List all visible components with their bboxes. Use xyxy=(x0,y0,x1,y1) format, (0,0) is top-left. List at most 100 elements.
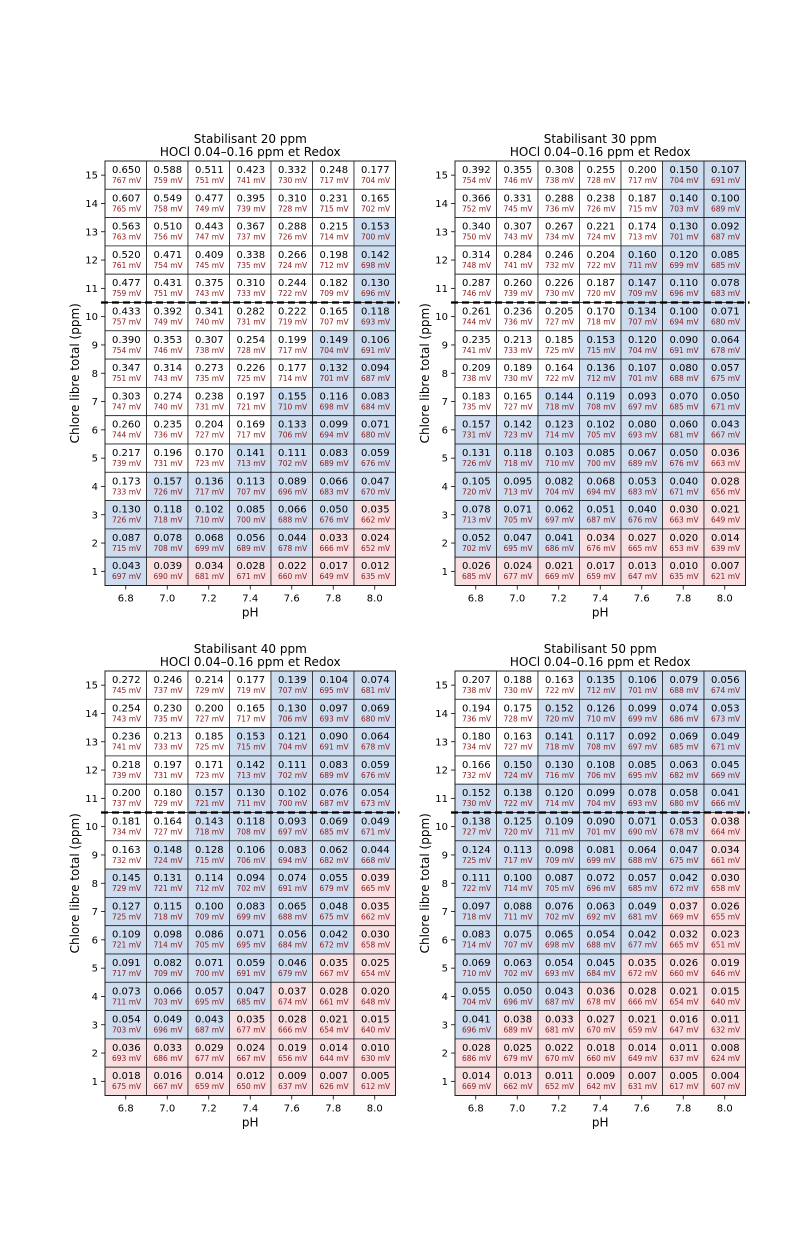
redox-value: 704 mV xyxy=(462,997,492,1006)
cell-background xyxy=(662,358,705,388)
x-tick-label: 8.0 xyxy=(367,594,383,605)
redox-value: 727 mV xyxy=(504,402,534,411)
redox-value: 718 mV xyxy=(154,912,184,921)
cell-background xyxy=(353,245,396,275)
hocl-value: 0.106 xyxy=(361,335,390,346)
cell-background xyxy=(270,925,313,955)
redox-value: 707 mV xyxy=(320,318,350,327)
hocl-value: 0.033 xyxy=(320,533,349,544)
cell-background xyxy=(104,897,147,927)
cell-background xyxy=(662,953,705,983)
redox-value: 684 mV xyxy=(587,969,617,978)
redox-value: 689 mV xyxy=(320,459,350,468)
cell-background xyxy=(270,358,313,388)
hocl-value: 0.083 xyxy=(462,930,491,941)
hocl-value: 0.477 xyxy=(112,278,141,289)
hocl-value: 0.078 xyxy=(462,505,491,516)
cell-background xyxy=(146,556,189,586)
cell-background xyxy=(620,953,663,983)
cell-background xyxy=(537,245,580,275)
redox-value: 711 mV xyxy=(237,799,267,808)
hocl-value: 0.153 xyxy=(237,732,266,743)
redox-value: 718 mV xyxy=(462,912,492,921)
hocl-value: 0.045 xyxy=(711,760,740,771)
hocl-value: 0.063 xyxy=(587,901,616,912)
hocl-value: 0.044 xyxy=(278,533,307,544)
cell-background xyxy=(454,386,497,417)
hocl-value: 0.118 xyxy=(154,505,183,516)
cell-background xyxy=(496,330,539,360)
cell-background xyxy=(579,1038,622,1068)
hocl-value: 0.083 xyxy=(361,391,390,402)
x-tick-label: 7.8 xyxy=(325,1104,341,1115)
hocl-value: 0.028 xyxy=(711,476,740,487)
redox-value: 726 mV xyxy=(154,487,184,496)
redox-value: 670 mV xyxy=(545,1054,575,1063)
hocl-value: 0.005 xyxy=(361,1071,390,1082)
cell-background xyxy=(579,500,622,530)
redox-value: 709 mV xyxy=(545,856,575,865)
cell-background xyxy=(270,500,313,530)
hocl-value: 0.209 xyxy=(462,363,491,374)
cell-background xyxy=(187,443,230,473)
redox-value: 694 mV xyxy=(278,856,308,865)
redox-value: 671 mV xyxy=(711,402,741,411)
x-axis-label: pH xyxy=(242,1116,259,1130)
y-tick-label: 12 xyxy=(435,766,448,777)
redox-value: 702 mV xyxy=(237,884,267,893)
redox-value: 688 mV xyxy=(670,686,700,695)
hocl-value: 0.064 xyxy=(628,845,657,856)
cell-background xyxy=(146,358,189,388)
cell-background xyxy=(270,386,313,417)
hocl-value: 0.090 xyxy=(670,335,699,346)
hocl-value: 0.041 xyxy=(711,788,740,799)
redox-value: 754 mV xyxy=(154,261,184,270)
cell-background xyxy=(454,953,497,983)
redox-value: 718 mV xyxy=(587,318,617,327)
redox-value: 676 mV xyxy=(320,516,350,525)
cell-background xyxy=(146,925,189,955)
redox-value: 675 mV xyxy=(711,374,741,383)
hocl-value: 0.035 xyxy=(237,1015,266,1026)
cell-background xyxy=(353,670,396,700)
hocl-value: 0.028 xyxy=(237,561,266,572)
cell-background xyxy=(270,755,313,785)
cell-background xyxy=(579,273,622,303)
redox-value: 678 mV xyxy=(670,828,700,837)
hocl-value: 0.016 xyxy=(670,1015,699,1026)
x-tick-label: 6.8 xyxy=(118,594,134,605)
x-tick-label: 7.0 xyxy=(159,594,175,605)
cell-background xyxy=(703,443,746,473)
hocl-value: 0.047 xyxy=(504,533,533,544)
cell-background xyxy=(270,812,313,842)
redox-value: 715 mV xyxy=(237,743,267,752)
hocl-value: 0.047 xyxy=(361,476,390,487)
redox-value: 687 mV xyxy=(195,1026,225,1035)
cell-background xyxy=(229,471,272,501)
redox-value: 701 mV xyxy=(628,374,658,383)
